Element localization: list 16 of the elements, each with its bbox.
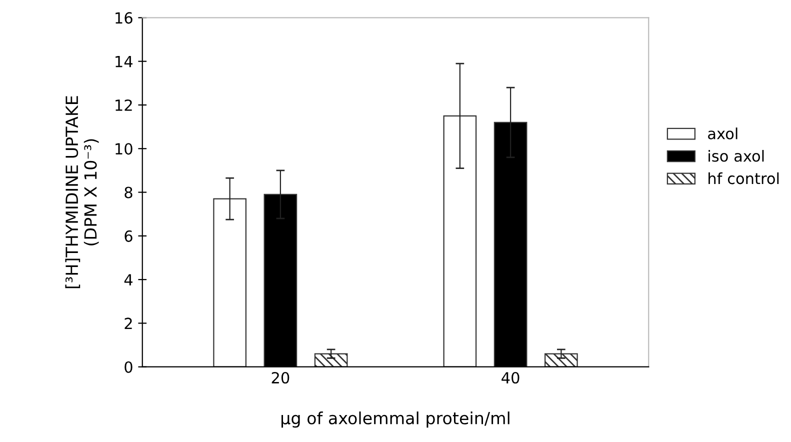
x-tick-label: 40	[502, 372, 520, 384]
y-tick-label: 16	[116, 12, 132, 24]
y-tick-label: 10	[116, 143, 132, 155]
legend-label: hf control	[708, 172, 779, 184]
x-tick-label: 20	[272, 372, 290, 384]
legend-label: axol	[708, 128, 738, 140]
y-tick-label: 6	[124, 230, 132, 242]
y-tick-label: 2	[124, 318, 132, 330]
y-tick-label: 12	[116, 99, 132, 111]
legend-label: iso axol	[708, 150, 764, 162]
y-tick-label: 8	[124, 186, 132, 198]
y-tick-label: 4	[124, 274, 132, 286]
x-axis-title: μg of axolemmal protein/ml	[282, 412, 510, 428]
y-tick-label: 14	[116, 56, 132, 68]
y-axis-title: [³H]THYMIDINE UPTAKE (DPM X 10⁻³)	[65, 96, 99, 288]
y-tick-label: 0	[124, 361, 132, 373]
